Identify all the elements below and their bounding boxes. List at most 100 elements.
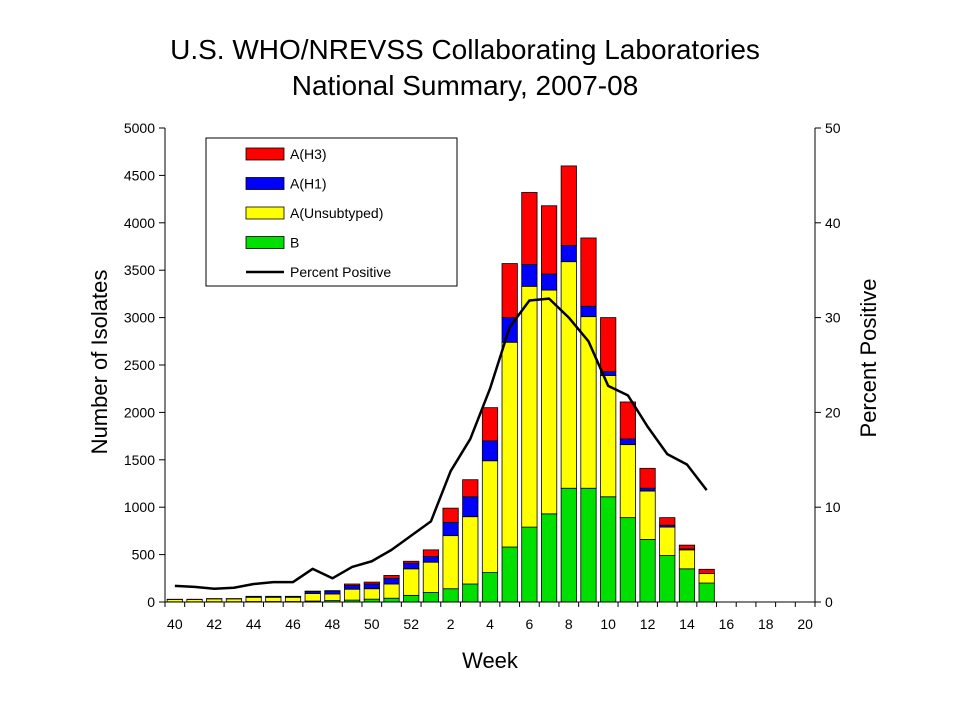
bar-layer <box>166 165 715 603</box>
y-tick-label: 5000 <box>124 120 155 136</box>
bar-a-h1--week-44 <box>245 595 262 598</box>
x-tick-label: 2 <box>447 616 455 632</box>
x-tick-label: 18 <box>758 616 774 632</box>
bar-a-h1--week-51 <box>383 577 400 585</box>
y-tick-label: 4500 <box>124 167 155 183</box>
x-tick-label: 48 <box>325 616 341 632</box>
bar-b-week-14 <box>678 568 696 603</box>
bar-a-h3--week-9 <box>580 237 597 307</box>
bar-a-h1--week-49 <box>344 585 361 590</box>
x-axis-label: Week <box>462 648 519 673</box>
bar-a-h1--week-45 <box>265 595 282 598</box>
y-tick-label: 2500 <box>124 357 155 373</box>
bar-a-h1--week-50 <box>363 583 380 590</box>
bar-a-unsubtyped--week-2 <box>442 535 459 590</box>
bar-a-h1--week-11 <box>619 438 636 446</box>
y-tick-label: 4000 <box>124 215 155 231</box>
bar-a-h3--week-11 <box>619 401 636 440</box>
x-tick-label: 8 <box>565 616 573 632</box>
bar-a-h1--week-48 <box>324 590 341 595</box>
bar-a-h1--week-7 <box>541 273 558 291</box>
bar-a-unsubtyped--week-51 <box>383 583 400 599</box>
bar-a-h3--week-49 <box>344 583 361 586</box>
bar-b-week-3 <box>462 583 479 603</box>
bar-a-h3--week-51 <box>383 575 400 579</box>
x-tick-label: 46 <box>285 616 301 632</box>
bar-b-week-52 <box>403 594 420 603</box>
bar-b-week-4 <box>481 572 499 603</box>
bar-a-unsubtyped--week-4 <box>481 460 499 574</box>
bar-a-unsubtyped--week-1 <box>422 561 439 593</box>
legend-label: A(Unsubtyped) <box>290 205 383 221</box>
x-tick-label: 10 <box>600 616 616 632</box>
percent-positive-line <box>174 297 708 590</box>
bar-b-week-8 <box>560 487 577 603</box>
bar-a-unsubtyped--week-45 <box>265 596 282 602</box>
bar-b-week-15 <box>698 582 715 603</box>
bar-a-unsubtyped--week-46 <box>284 596 302 602</box>
x-tick-label: 50 <box>364 616 380 632</box>
legend-label: A(H1) <box>290 176 327 192</box>
y-tick-label: 3000 <box>124 310 155 326</box>
bar-b-week-51 <box>383 597 400 603</box>
bar-b-week-7 <box>541 513 558 603</box>
bar-b-week-2 <box>442 588 459 603</box>
bar-a-h1--week-46 <box>284 595 302 598</box>
bar-a-unsubtyped--week-42 <box>206 598 223 603</box>
bar-a-h3--week-50 <box>363 581 380 585</box>
bar-a-unsubtyped--week-47 <box>304 593 321 602</box>
x-tick-label: 4 <box>486 616 494 632</box>
bar-a-h3--week-7 <box>541 205 558 275</box>
bar-a-unsubtyped--week-12 <box>639 490 656 540</box>
y2-tick-label: 40 <box>825 215 841 231</box>
y-tick-label: 0 <box>147 594 155 610</box>
bar-a-h1--week-3 <box>462 496 479 518</box>
bar-a-unsubtyped--week-3 <box>462 516 479 585</box>
bar-a-h3--week-12 <box>639 467 656 489</box>
y2-tick-label: 10 <box>825 499 841 515</box>
bar-a-h1--week-12 <box>639 487 656 492</box>
bar-a-h3--week-13 <box>659 517 676 526</box>
legend-label: B <box>290 235 299 251</box>
legend-swatch-b <box>245 236 285 249</box>
y-axis-label: Number of Isolates <box>87 270 112 455</box>
bar-a-h1--week-4 <box>481 440 499 462</box>
chart-title-line-2: National Summary, 2007-08 <box>292 70 639 101</box>
bar-a-h3--week-1 <box>422 549 439 557</box>
chart-title: U.S. WHO/NREVSS Collaborating Laboratori… <box>170 34 760 101</box>
y-tick-label: 2000 <box>124 404 155 420</box>
y2-tick-label: 50 <box>825 120 841 136</box>
y-tick-label: 500 <box>132 547 156 563</box>
bar-a-h3--week-3 <box>462 479 479 498</box>
bar-a-unsubtyped--week-10 <box>600 375 617 498</box>
x-tick-label: 40 <box>167 616 183 632</box>
bar-a-unsubtyped--week-7 <box>541 289 558 515</box>
legend-swatch-a-h3- <box>245 147 285 161</box>
bar-a-h1--week-8 <box>560 245 577 263</box>
bar-a-unsubtyped--week-49 <box>344 588 361 601</box>
bar-a-h3--week-4 <box>481 407 499 442</box>
bar-a-unsubtyped--week-14 <box>678 549 696 570</box>
bar-a-unsubtyped--week-15 <box>698 573 715 584</box>
bar-a-unsubtyped--week-48 <box>324 593 341 601</box>
legend-label: A(H3) <box>290 146 327 162</box>
y2-axis-label: Percent Positive <box>856 279 881 438</box>
y2-tick-label: 20 <box>825 404 841 420</box>
bar-a-unsubtyped--week-13 <box>659 526 676 556</box>
legend-label: Percent Positive <box>290 264 391 280</box>
bar-a-unsubtyped--week-11 <box>619 444 636 519</box>
bar-a-h1--week-9 <box>580 305 597 318</box>
bar-a-h3--week-52 <box>403 560 420 564</box>
bar-a-unsubtyped--week-6 <box>521 285 538 528</box>
bar-a-h3--week-8 <box>560 165 577 246</box>
x-tick-label: 14 <box>679 616 695 632</box>
bar-a-unsubtyped--week-43 <box>225 598 243 603</box>
bar-a-h3--week-15 <box>698 568 715 574</box>
legend-swatch-a-unsubtyped- <box>245 206 285 220</box>
bar-b-week-6 <box>521 526 538 603</box>
chart-title-line-1: U.S. WHO/NREVSS Collaborating Laboratori… <box>170 34 760 65</box>
bar-a-h3--week-10 <box>600 317 617 373</box>
bar-a-h1--week-6 <box>521 264 538 287</box>
x-tick-label: 20 <box>797 616 813 632</box>
bar-a-h3--week-14 <box>678 544 696 550</box>
